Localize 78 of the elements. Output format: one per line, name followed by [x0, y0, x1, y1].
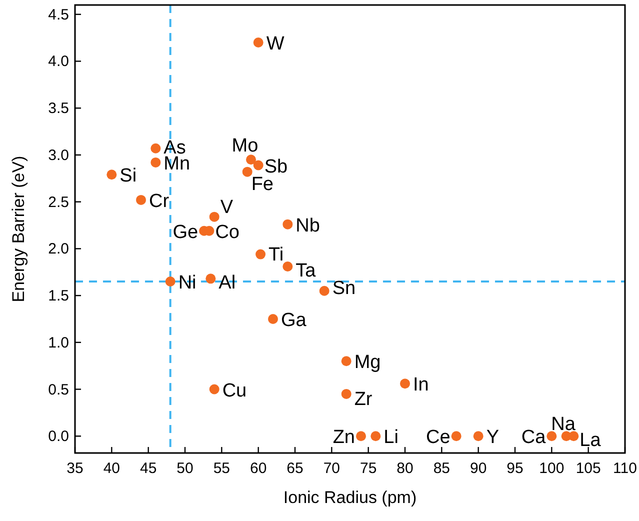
point: [242, 166, 252, 177]
point: [209, 384, 220, 394]
annotation: Ca: [521, 427, 546, 448]
annotation: Ge: [172, 222, 198, 243]
point: [370, 431, 381, 442]
annotation: Mg: [354, 352, 381, 374]
point: [400, 378, 410, 389]
point: [568, 431, 579, 442]
point: [150, 157, 161, 168]
point: [256, 249, 266, 260]
y-tick-label: 2.0: [48, 240, 69, 258]
x-tick-label: 105: [576, 460, 601, 477]
x-tick-label: 70: [323, 460, 340, 477]
annotation: Zr: [354, 388, 373, 410]
point: [356, 431, 366, 442]
y-tick-label: 4.5: [48, 6, 69, 24]
x-tick-label: 75: [360, 460, 377, 477]
annotation: Ti: [268, 244, 284, 266]
annotation: La: [580, 430, 602, 452]
x-tick-label: 100: [539, 460, 564, 477]
y-tick-label: 1.5: [48, 288, 69, 305]
y-tick-label: 0.5: [48, 381, 69, 398]
point: [246, 154, 256, 165]
point: [136, 194, 146, 205]
point: [253, 160, 264, 170]
point: [341, 388, 352, 399]
y-tick-label: 2.5: [48, 194, 69, 211]
point: [165, 276, 176, 286]
annotation: Zn: [332, 427, 355, 448]
annotation: Nb: [296, 215, 320, 236]
annotation: Li: [384, 427, 398, 448]
annotation: Cu: [222, 380, 247, 402]
y-tick-label: 1.0: [48, 334, 69, 352]
x-tick-label: 55: [213, 460, 230, 477]
point: [341, 356, 352, 366]
point: [451, 431, 462, 442]
annotation: Ga: [281, 310, 307, 331]
y-tick-label: 3.5: [48, 100, 69, 118]
annotation: W: [266, 33, 284, 54]
x-tick-label: 95: [506, 460, 524, 477]
x-tick-label: 90: [470, 460, 487, 477]
x-tick-label: 60: [250, 460, 267, 477]
y-tick-label: 4.0: [48, 53, 69, 70]
point: [282, 219, 293, 230]
point: [206, 274, 216, 284]
annotation: Na: [551, 414, 576, 436]
annotation: V: [220, 196, 234, 218]
point: [473, 431, 484, 442]
x-tick-label: 45: [140, 460, 157, 477]
point: [150, 143, 161, 154]
point: [319, 286, 330, 296]
x-tick-label: 65: [286, 460, 304, 477]
annotation: Si: [120, 166, 137, 187]
point: [268, 314, 278, 324]
point: [106, 170, 117, 180]
annotation: Ta: [296, 260, 316, 282]
x-tick-label: 110: [613, 460, 637, 477]
annotation: Cr: [149, 190, 170, 212]
annotation: In: [413, 374, 429, 396]
y-tick-label: 0.0: [48, 428, 69, 446]
x-tick-label: 85: [433, 460, 450, 477]
annotation: Sn: [332, 278, 356, 299]
point: [253, 37, 264, 48]
annotation: Mn: [164, 153, 190, 174]
annotation: Ce: [426, 427, 450, 448]
annotation: Y: [486, 427, 500, 448]
y-tick-label: 3.0: [48, 146, 69, 164]
point: [209, 212, 220, 222]
x-tick-label: 40: [103, 460, 120, 477]
y-axis-title: Energy Barrier (eV): [9, 156, 28, 302]
x-axis-title: Ionic Radius (pm): [283, 488, 417, 507]
x-tick-label: 50: [176, 460, 194, 477]
x-tick-label: 80: [396, 460, 414, 477]
point: [282, 261, 293, 272]
x-tick-label: 35: [66, 460, 84, 477]
point: [546, 431, 557, 442]
annotation: Mo: [232, 136, 258, 157]
annotation: Co: [215, 222, 240, 243]
